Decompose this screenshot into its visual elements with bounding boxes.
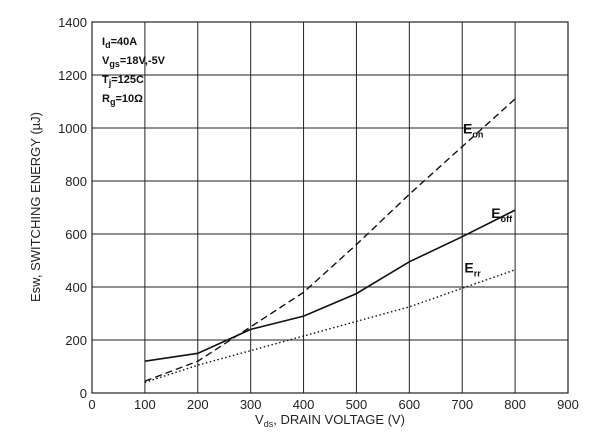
series-label-sub: off bbox=[501, 214, 513, 224]
series-label-off: Eoff bbox=[491, 205, 513, 224]
y-tick-labels: 0 200 400 600 800 1000 1200 1400 bbox=[58, 15, 87, 401]
series-line-off bbox=[144, 209, 516, 362]
condition-value: =18V,-5V bbox=[120, 55, 166, 67]
condition-main: T bbox=[102, 74, 109, 86]
x-tick-label: 400 bbox=[293, 397, 315, 412]
x-tick-label: 100 bbox=[134, 397, 156, 412]
y-tick-label: 600 bbox=[65, 227, 87, 242]
y-tick-label: 800 bbox=[65, 174, 87, 189]
condition-value: =40A bbox=[111, 36, 138, 48]
y-tick-label: 200 bbox=[65, 333, 87, 348]
series-label-sub: rr bbox=[474, 268, 482, 278]
series-label-on: Eon bbox=[463, 120, 483, 139]
x-axis-title-main: V bbox=[255, 412, 264, 427]
x-tick-label: 700 bbox=[451, 397, 473, 412]
y-tick-label: 0 bbox=[80, 386, 87, 401]
grid-lines bbox=[92, 22, 568, 393]
condition-line: Rg=10Ω bbox=[102, 93, 143, 107]
y-tick-label: 1200 bbox=[58, 68, 87, 83]
x-axis-title-sub: ds bbox=[264, 419, 274, 429]
x-tick-labels: 0 100 200 300 400 500 600 700 800 900 bbox=[88, 397, 578, 412]
series-label-main: E bbox=[491, 205, 500, 221]
x-tick-label: 200 bbox=[187, 397, 209, 412]
y-tick-label: 400 bbox=[65, 280, 87, 295]
x-axis-title: Vds, DRAIN VOLTAGE (V) bbox=[255, 412, 405, 429]
series-line-rr bbox=[144, 269, 516, 384]
condition-line: Vgs=18V,-5V bbox=[102, 55, 166, 69]
x-tick-label: 900 bbox=[557, 397, 579, 412]
series-label-main: E bbox=[463, 120, 472, 136]
series-label-sub: on bbox=[472, 129, 483, 139]
series-line-on bbox=[144, 98, 516, 382]
condition-sub: g bbox=[110, 97, 116, 107]
condition-main: I bbox=[102, 36, 105, 48]
series-label-rr: Err bbox=[464, 259, 481, 278]
y-tick-label: 1000 bbox=[58, 121, 87, 136]
series-label-main: E bbox=[464, 259, 473, 275]
condition-sub: gs bbox=[109, 59, 120, 69]
plot-frame bbox=[91, 21, 569, 394]
condition-value: =125C bbox=[111, 74, 144, 86]
condition-sub: d bbox=[105, 40, 111, 50]
x-tick-label: 0 bbox=[88, 397, 95, 412]
condition-value: =10Ω bbox=[115, 93, 143, 105]
condition-line: Id=40A bbox=[102, 36, 137, 50]
x-axis-title-rest: , DRAIN VOLTAGE (V) bbox=[273, 412, 405, 427]
condition-sub: j bbox=[108, 78, 112, 88]
condition-line: Tj=125C bbox=[102, 74, 144, 88]
x-tick-label: 500 bbox=[346, 397, 368, 412]
y-axis-title: Esw, SWITCHING ENERGY (µJ) bbox=[28, 112, 43, 302]
x-tick-label: 800 bbox=[504, 397, 526, 412]
condition-main: V bbox=[102, 55, 110, 67]
x-tick-label: 300 bbox=[240, 397, 262, 412]
y-tick-label: 1400 bbox=[58, 15, 87, 30]
series-lines bbox=[144, 98, 516, 384]
x-tick-label: 600 bbox=[398, 397, 420, 412]
condition-main: R bbox=[102, 93, 110, 105]
